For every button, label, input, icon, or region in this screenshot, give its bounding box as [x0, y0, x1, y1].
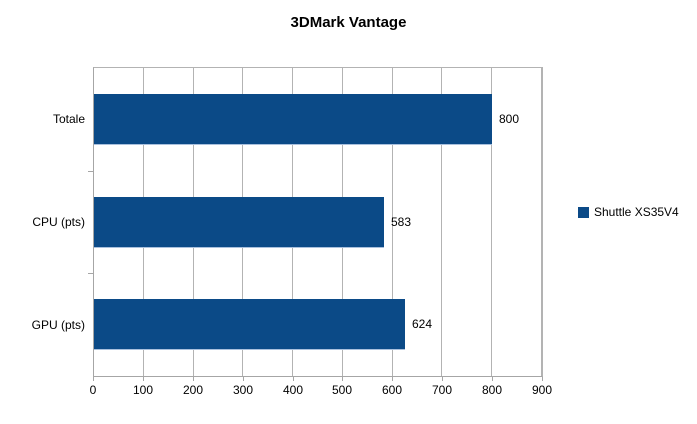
- y-axis-category-tick: [88, 273, 93, 274]
- x-axis-tick-label-600: 600: [381, 383, 403, 397]
- category-label: GPU (pts): [31, 318, 85, 332]
- category-label: Totale: [52, 112, 85, 126]
- x-axis-tick-700: [442, 377, 443, 381]
- bar-Totale: [94, 94, 492, 145]
- gridline-800: [491, 68, 492, 376]
- gridline-700: [441, 68, 442, 376]
- x-axis-tick-300: [243, 377, 244, 381]
- legend: Shuttle XS35V4: [578, 205, 679, 219]
- x-axis-tick-label-500: 500: [331, 383, 353, 397]
- gridline-600: [392, 68, 393, 376]
- plot-area: 800 583 624: [93, 67, 543, 377]
- x-axis-tick-label-700: 700: [431, 383, 453, 397]
- x-axis-tick-800: [492, 377, 493, 381]
- legend-series-label: Shuttle XS35V4: [594, 205, 679, 219]
- x-axis-tick-600: [392, 377, 393, 381]
- gridline-900: [541, 68, 542, 376]
- legend-color-swatch: [578, 206, 589, 218]
- x-axis-tick-label-400: 400: [282, 383, 304, 397]
- bar-value-label: 800: [499, 112, 520, 126]
- x-axis-tick-500: [342, 377, 343, 381]
- x-axis-tick-100: [143, 377, 144, 381]
- x-axis-tick-label-0: 0: [89, 383, 97, 397]
- x-axis-tick-0: [93, 377, 94, 381]
- x-axis-tick-label-900: 900: [531, 383, 553, 397]
- bar-value-label: 624: [412, 317, 433, 331]
- x-axis-tick-label-100: 100: [132, 383, 154, 397]
- x-axis-tick-200: [193, 377, 194, 381]
- x-axis-tick-label-800: 800: [481, 383, 503, 397]
- y-axis-category-tick: [88, 171, 93, 172]
- x-axis-tick-label-200: 200: [182, 383, 204, 397]
- bar-value-label: 583: [391, 215, 412, 229]
- bar-GPU (pts): [94, 299, 405, 350]
- x-axis-tick-900: [542, 377, 543, 381]
- x-axis-tick-400: [293, 377, 294, 381]
- bar-CPU (pts): [94, 197, 384, 248]
- x-axis-tick-label-300: 300: [232, 383, 254, 397]
- category-label: CPU (pts): [32, 215, 85, 229]
- chart-title: 3DMark Vantage: [290, 14, 407, 31]
